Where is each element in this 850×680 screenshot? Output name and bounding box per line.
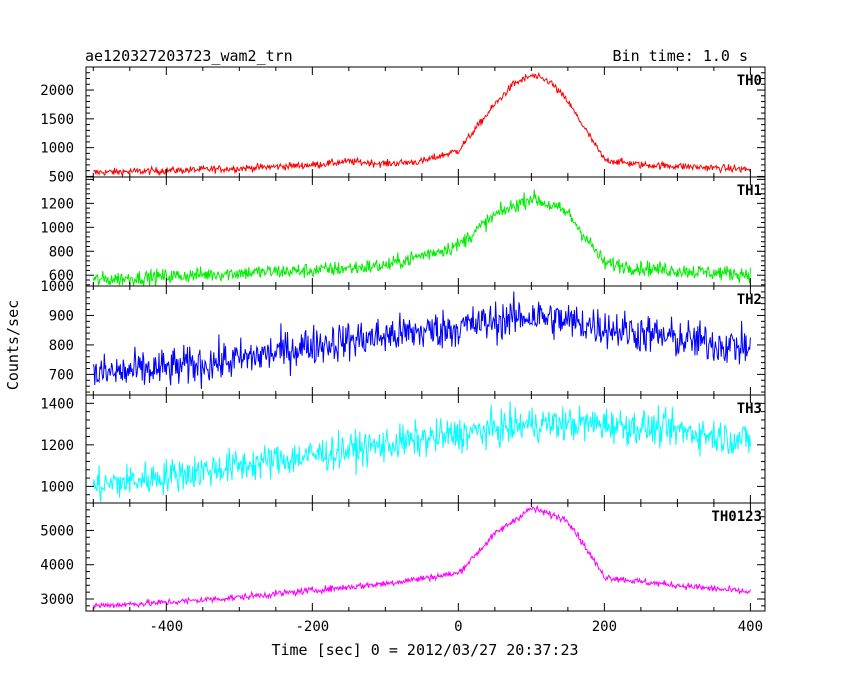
y-tick-label: 600 [49,268,74,284]
series-line-th2 [92,291,751,390]
panel-th0: TH0 500 1000 1500 2000 [40,66,766,185]
y-tick-label: 800 [49,338,74,354]
chart-title: ae120327203723_wam2_trn [85,47,293,65]
y-tick-label: 900 [49,308,74,324]
panel-label: TH0123 [711,509,762,525]
y-tick-label: 1000 [40,279,74,295]
y-tick-label: 1000 [40,220,74,236]
y-tick-label: 3000 [40,592,74,608]
y-tick-label: 1000 [40,479,74,495]
x-tick-label: -400 [149,619,183,635]
bin-time-label: Bin time: 1.0 s [613,47,748,65]
series-line-th3 [92,401,751,502]
panel-th2: TH2 700 800 900 1000 [40,279,766,396]
series-line-th0 [93,71,751,177]
y-tick-label: 5000 [40,523,74,539]
panel-th0123: TH0123 3000 4000 5000 [40,502,766,612]
series-line-th0123 [92,504,751,610]
x-tick-label: 0 [454,619,462,635]
panel-th3: TH3 1000 1200 1400 [40,394,766,504]
panel-frame [85,502,766,612]
panel-label: TH0 [737,73,762,89]
panel-th1: TH1 600 800 1000 1200 [40,176,766,287]
x-tick-label: 400 [738,619,763,635]
panel-label: TH1 [737,183,762,199]
y-tick-label: 1200 [40,196,74,212]
y-tick-label: 500 [49,169,74,185]
chart-panels: TH0500100015002000TH160080010001200TH270… [40,66,766,635]
y-tick-label: 1400 [40,396,74,412]
series-line-th1 [92,189,751,286]
y-tick-label: 2000 [40,83,74,99]
y-tick-label: 1500 [40,112,74,128]
y-axis-label: Counts/sec [4,300,22,390]
y-tick-label: 800 [49,244,74,260]
x-tick-label: 200 [592,619,617,635]
y-tick-label: 700 [49,367,74,383]
y-tick-label: 1000 [40,141,74,157]
panel-label: TH2 [737,292,762,308]
y-tick-label: 4000 [40,558,74,574]
x-tick-label: -200 [295,619,329,635]
x-axis-label: Time [sec] 0 = 2012/03/27 20:37:23 [271,641,578,659]
y-tick-label: 1200 [40,438,74,454]
panel-label: TH3 [737,401,762,417]
